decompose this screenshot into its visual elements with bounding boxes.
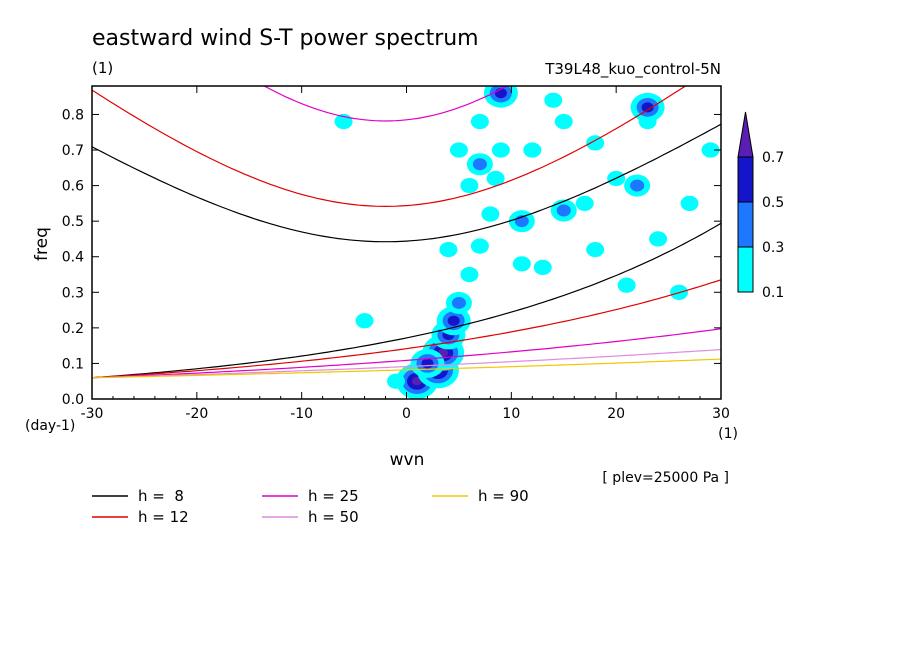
power-blob <box>470 238 489 254</box>
power-blob <box>481 206 500 222</box>
x-unit: (1) <box>718 426 738 442</box>
y-axis-label: freq <box>32 227 52 261</box>
power-contours <box>334 86 720 399</box>
power-blob <box>447 315 460 326</box>
legend-label-h12: h = 12 <box>138 508 189 526</box>
y-tick-label: 0.2 <box>62 321 84 337</box>
colorbar-swatch <box>737 246 754 293</box>
y-tick-label: 0.3 <box>62 285 84 301</box>
power-blob <box>617 277 636 293</box>
y-tick-label: 0.4 <box>62 250 84 266</box>
ig-curve-h25 <box>263 86 508 122</box>
kelvin-curve-h8 <box>92 222 721 379</box>
ig-curve-h8 <box>92 123 721 243</box>
colorbar-label: 0.5 <box>762 195 784 211</box>
power-blob <box>630 179 645 192</box>
power-blob <box>575 195 594 212</box>
x-tick-label: -20 <box>185 406 208 422</box>
subtitle-right: T39L48_kuo_control-5N <box>544 60 721 79</box>
y-tick-label: 0.8 <box>62 107 84 123</box>
plev-annotation: [ plev=25000 Pa ] <box>602 470 729 486</box>
dispersion-curves <box>92 0 721 379</box>
kelvin-curve-h50 <box>92 348 721 379</box>
legend-label-h8: h = 8 <box>138 487 184 505</box>
kelvin-curve-h90 <box>92 358 721 379</box>
power-blob <box>491 142 510 158</box>
colorbar-swatch <box>737 156 754 203</box>
colorbar-label: 0.7 <box>762 150 784 166</box>
ig-curve-h12 <box>92 86 687 208</box>
power-blob <box>387 373 406 389</box>
chart-title: eastward wind S-T power spectrum <box>92 26 479 51</box>
power-blob <box>544 92 563 108</box>
power-blob <box>421 358 434 369</box>
kelvin-curve-h25 <box>92 328 721 379</box>
x-axis-label: wvn <box>390 450 425 470</box>
x-tick-label: -10 <box>290 406 313 422</box>
power-blob <box>512 256 531 272</box>
kelvin-curve-h12 <box>92 279 721 379</box>
y-tick-label: 0.1 <box>62 356 84 372</box>
colorbar-extension <box>737 111 754 158</box>
power-blob <box>486 170 505 187</box>
power-blob <box>460 177 479 194</box>
colorbar-label: 0.3 <box>762 240 784 256</box>
legend: h = 8 h = 12 h = 25 h = 50 h = 90 <box>92 487 529 526</box>
colorbar-label: 0.1 <box>762 285 784 301</box>
subtitle-left: (1) <box>92 59 113 77</box>
power-blob <box>533 259 552 276</box>
y-unit: (day-1) <box>25 418 75 434</box>
power-blob <box>355 313 374 329</box>
ig-curve-h50 <box>92 0 721 6</box>
power-blob <box>554 113 573 130</box>
x-tick-label: 20 <box>607 406 625 422</box>
x-tick-label: -30 <box>81 406 104 422</box>
x-tick-label: 0 <box>402 406 411 422</box>
legend-label-h25: h = 25 <box>308 487 359 505</box>
power-blob <box>460 266 479 283</box>
y-axis-ticks: 0.0 0.1 0.2 0.3 0.4 0.5 0.6 0.7 0.8 <box>62 107 721 408</box>
power-blob <box>556 204 571 217</box>
power-blob <box>680 195 699 212</box>
y-tick-label: 0.7 <box>62 143 84 159</box>
x-tick-label: 30 <box>712 406 730 422</box>
power-blob <box>523 142 542 158</box>
colorbar-swatch <box>737 201 754 248</box>
power-blob <box>439 241 458 258</box>
colorbar: 0.1 0.3 0.5 0.7 <box>737 111 784 301</box>
plot-area <box>92 86 721 399</box>
y-tick-label: 0.6 <box>62 179 84 195</box>
power-blob <box>586 135 605 151</box>
power-blob <box>701 142 720 158</box>
power-blob <box>411 376 422 386</box>
power-blob <box>641 102 654 113</box>
x-axis-ticks: -30 -20 -10 0 10 20 30 <box>81 86 730 422</box>
y-tick-label: 0.5 <box>62 214 84 230</box>
x-tick-label: 10 <box>502 406 520 422</box>
power-blob <box>586 241 605 258</box>
power-blob <box>470 113 489 130</box>
power-blob <box>451 297 466 309</box>
power-blob <box>472 158 487 171</box>
power-blob <box>649 231 668 247</box>
legend-label-h90: h = 90 <box>478 487 529 505</box>
y-tick-label: 0.0 <box>62 392 84 408</box>
power-blob <box>449 142 468 158</box>
legend-label-h50: h = 50 <box>308 508 359 526</box>
